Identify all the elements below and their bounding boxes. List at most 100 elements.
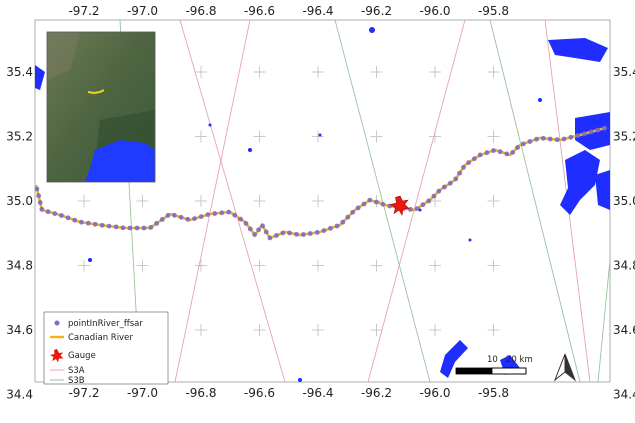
river-point [515,145,520,150]
river-point [554,137,560,143]
river-point [321,228,327,234]
river-point [106,223,112,229]
river-point [361,201,367,207]
river-point [252,232,257,237]
river-point [120,225,126,231]
river-point [287,230,292,236]
river-point [159,217,165,222]
river-point [274,233,279,238]
legend-item-gauge: Gauge [50,349,96,363]
scale-bar: 10 20 km [455,355,533,375]
river-point [185,216,191,222]
river-point [219,210,225,216]
x-tick-label: -97.2 [68,386,99,400]
river-point [414,206,420,212]
river-point [39,206,45,212]
river-point [307,231,313,236]
x-tick-label: -96.6 [244,386,275,400]
scale-label-10: 10 [487,355,498,365]
x-tick-label: -96.8 [185,386,216,400]
x-tick-label: -96.8 [185,4,216,18]
river-point [99,222,105,228]
river-point [595,127,601,133]
river-point [172,212,177,218]
inset-satellite-image [46,31,156,183]
river-point [294,231,299,237]
river-point [472,156,477,162]
x-tick-label: -95.8 [478,386,509,400]
river-point [345,214,351,220]
river-point [238,216,244,222]
x-axis-bottom-labels: -97.2 -97.0 -96.8 -96.6 -96.4 -96.2 -96.0 -95.8 [68,386,509,400]
river-point [36,193,41,199]
river-point [540,135,546,141]
river-point [534,136,539,142]
river-point [334,223,340,229]
river-point [431,193,437,199]
river-point [380,201,386,207]
river-point [491,148,496,153]
legend-item-river: Canadian River [50,333,133,343]
river-point [260,223,265,229]
river-point [79,219,84,225]
river-point [134,225,140,231]
river-point [420,202,426,208]
river-point [256,227,261,233]
river-point [301,232,306,237]
river-point [52,211,58,217]
river-point [72,217,78,223]
river-point [588,129,594,135]
river-point [367,197,373,203]
river-point [484,150,490,156]
y-tick-label: 35.0 [613,194,635,208]
river-point [561,136,567,142]
river-point [37,200,43,205]
river-point [520,141,526,147]
river-point [148,225,154,230]
river-point [280,230,286,236]
river-point [340,219,346,225]
y-tick-label: 35.4 [613,65,635,79]
y-tick-label: 35.0 [6,194,33,208]
river-point [510,150,515,155]
x-tick-label: -96.4 [302,386,333,400]
river-point [575,133,580,139]
legend-label: Gauge [68,351,96,361]
x-tick-label: -96.0 [419,386,450,400]
river-point [45,209,51,215]
north-arrow-icon [553,353,577,382]
x-tick-label: -96.2 [361,386,392,400]
river-point [85,220,91,226]
river-point [527,139,533,144]
x-tick-label: -96.0 [419,4,450,18]
river-point [447,180,453,186]
x-tick-label: -96.6 [244,4,275,18]
river-point [582,131,587,137]
river-point [205,212,211,218]
x-tick-label: -97.2 [68,4,99,18]
river-point [328,225,333,231]
river-point [59,213,64,218]
river-point [35,186,40,192]
river-point [504,151,510,157]
river-point [568,134,574,140]
river-point [178,214,184,220]
x-tick-label: -96.4 [302,4,333,18]
river-point [355,205,361,211]
river-point [154,221,160,226]
river-point [477,152,483,158]
river-point [192,216,197,222]
s3a-tracks [174,20,591,382]
river-point [263,229,269,235]
y-tick-label: 34.6 [613,323,635,337]
y-tick-label: 34.4 [613,388,635,402]
legend-item-s3b: S3B [50,376,85,386]
y-axis-right-labels: 35.4 35.2 35.0 34.8 34.6 34.4 [613,65,635,402]
river-point [141,225,147,231]
river-point [232,212,238,218]
legend-item-points: pointInRiver_ffsar [54,319,143,329]
river-point [226,209,232,215]
river-point [243,221,249,226]
legend-label: pointInRiver_ffsar [68,319,143,329]
